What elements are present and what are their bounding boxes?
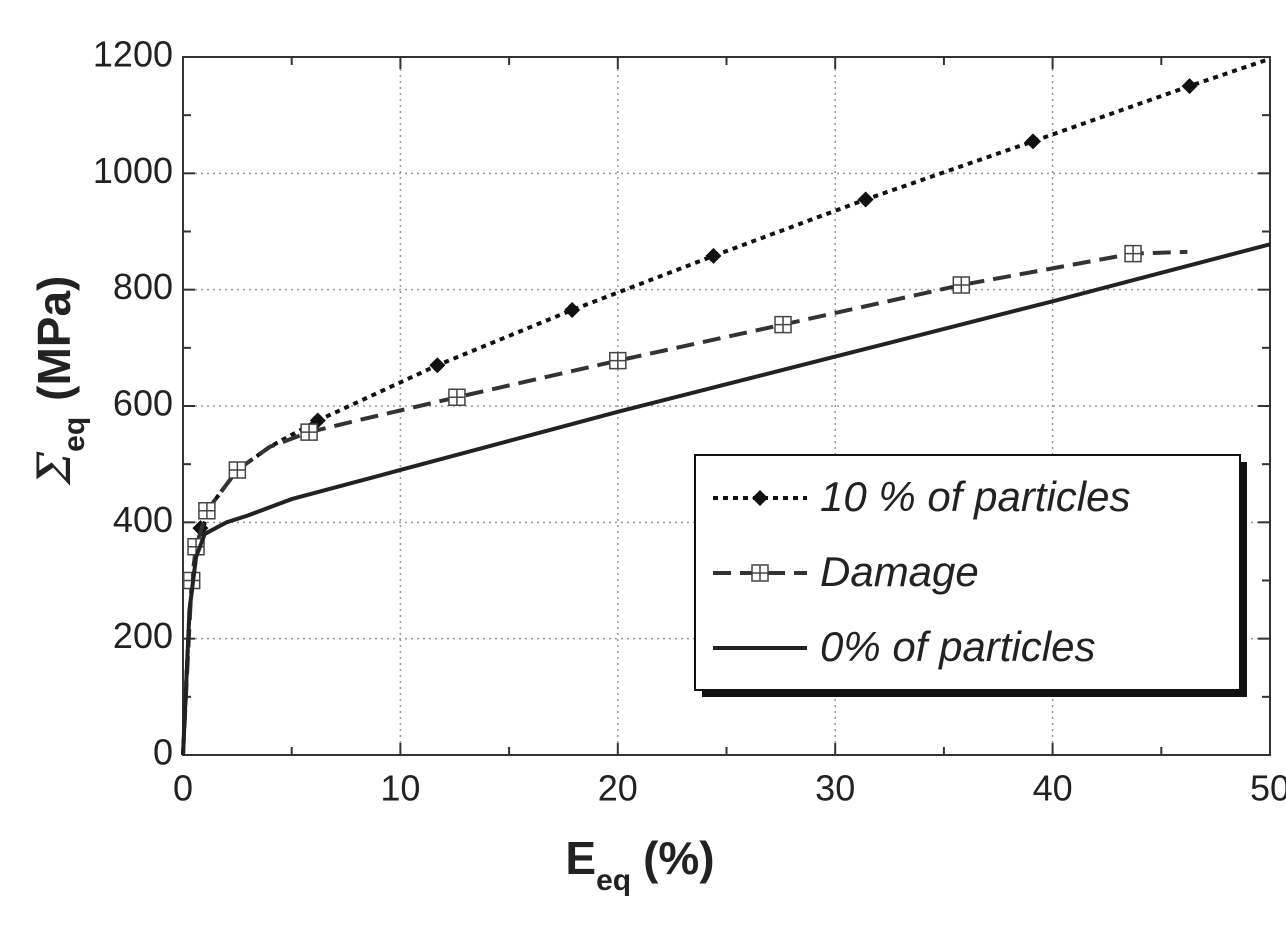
y-tick-label: 1000 xyxy=(93,150,173,191)
x-tick-label: 0 xyxy=(173,768,193,809)
legend-box xyxy=(694,454,1241,691)
y-label-sub: eq xyxy=(58,417,91,452)
y-tick-label: 0 xyxy=(153,732,173,773)
plot-frame xyxy=(182,56,1271,756)
x-tick-label: 30 xyxy=(815,768,855,809)
y-tick-label: 1200 xyxy=(93,34,173,75)
marker xyxy=(198,501,216,520)
legend-marker xyxy=(752,490,768,506)
legend-marker xyxy=(751,564,769,582)
marker xyxy=(774,315,792,334)
x-tick-label: 50 xyxy=(1250,768,1286,809)
marker xyxy=(1025,133,1042,150)
x-label-main: E xyxy=(565,832,596,884)
marker xyxy=(1124,244,1142,263)
y-axis-label: Σeq (MPa) xyxy=(27,276,91,487)
x-tick-label: 40 xyxy=(1033,768,1073,809)
marker xyxy=(705,247,722,264)
x-tick-label: 10 xyxy=(380,768,420,809)
legend-label: 10 % of particles xyxy=(820,473,1131,520)
marker xyxy=(564,302,581,319)
x-label-sub: eq xyxy=(596,864,631,897)
marker xyxy=(1181,78,1198,95)
marker xyxy=(609,351,627,370)
marker xyxy=(300,423,318,441)
y-tick-label: 800 xyxy=(113,266,173,307)
y-label-main: Σ xyxy=(27,451,81,486)
marker xyxy=(228,461,247,479)
x-tick-label: 20 xyxy=(598,768,638,809)
series-line xyxy=(181,242,1271,756)
y-tick-label: 400 xyxy=(113,499,173,540)
y-tick-label: 200 xyxy=(113,615,173,656)
marker xyxy=(952,276,971,294)
y-label-rest: (MPa) xyxy=(28,276,80,401)
marker xyxy=(448,388,466,407)
legend-label: Damage xyxy=(820,548,979,595)
x-axis-label: Eeq (%) xyxy=(565,832,714,897)
x-label-rest: (%) xyxy=(643,832,715,884)
marker xyxy=(857,191,874,208)
legend-label: 0% of particles xyxy=(820,623,1095,670)
marker xyxy=(429,357,446,374)
y-tick-label: 600 xyxy=(113,383,173,424)
